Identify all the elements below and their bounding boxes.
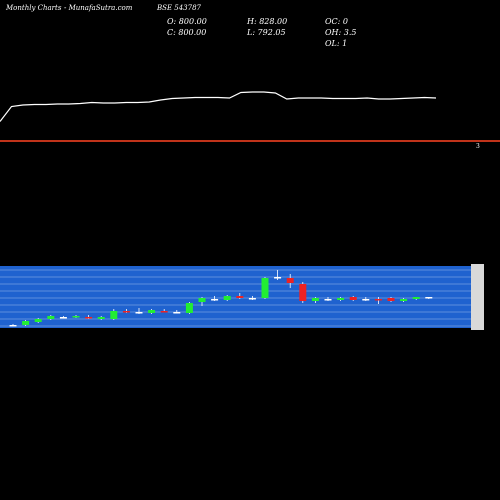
- candle-body: [337, 298, 345, 300]
- chart-type-label: Monthly Charts: [6, 4, 62, 12]
- candle-body: [248, 298, 256, 300]
- candle-body: [274, 277, 282, 279]
- candle-body: [34, 319, 42, 322]
- candle-body: [9, 325, 17, 327]
- indicator-line: [0, 91, 437, 122]
- candle-body: [349, 297, 357, 300]
- candle-body: [362, 299, 370, 301]
- oh-value: OH: 3.5: [325, 28, 357, 37]
- symbol-label: BSE 543787: [157, 4, 201, 12]
- high-value: H: 828.00: [247, 17, 288, 26]
- oc-value: OC: 0: [325, 17, 349, 26]
- candle-body: [211, 299, 219, 301]
- price-axis-strip: [471, 264, 484, 330]
- indicator-axis-label: 3: [476, 143, 480, 150]
- candle-body: [261, 278, 269, 298]
- candle-body: [324, 299, 332, 301]
- candle-body: [412, 297, 420, 299]
- candle-body: [173, 312, 181, 314]
- candle-body: [223, 296, 231, 300]
- candle-body: [110, 311, 118, 319]
- candle-body: [185, 303, 193, 313]
- candle-body: [236, 296, 244, 298]
- candle-body: [148, 310, 156, 313]
- site-label: - MunafaSutra.com: [64, 4, 133, 12]
- price-panel: [0, 264, 484, 330]
- candle-body: [311, 298, 319, 301]
- candle-body: [72, 316, 80, 318]
- ol-value: OL: 1: [325, 39, 348, 48]
- candle-body: [286, 278, 294, 283]
- candle-body: [299, 284, 307, 301]
- candle-body: [160, 311, 168, 313]
- open-value: O: 800.00: [167, 17, 207, 26]
- candle-body: [122, 311, 130, 313]
- low-value: L: 792.05: [247, 28, 286, 37]
- candle-body: [85, 317, 93, 319]
- candle-body: [97, 317, 105, 319]
- candle-body: [47, 316, 55, 319]
- price-panel-background: [0, 266, 471, 328]
- indicator-panel: [0, 91, 437, 122]
- candle-body: [400, 299, 408, 301]
- candle-body: [135, 312, 143, 314]
- candle-body: [22, 321, 30, 325]
- candle-body: [387, 298, 395, 301]
- candle-body: [59, 317, 67, 319]
- candle-body: [425, 297, 433, 299]
- candle-body: [198, 298, 206, 302]
- candle-body: [374, 299, 382, 301]
- close-value: C: 800.00: [167, 28, 207, 37]
